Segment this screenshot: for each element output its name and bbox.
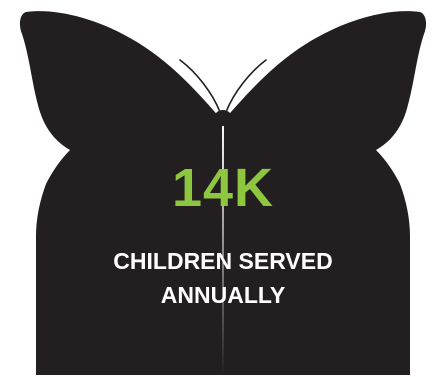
caption-line-1: CHILDREN SERVED xyxy=(113,248,333,274)
butterfly-head xyxy=(214,110,232,126)
caption-line-2: ANNUALLY xyxy=(160,282,286,308)
left-wing-shape xyxy=(19,11,224,375)
right-wing-shape xyxy=(223,11,427,375)
stat-caption: CHILDREN SERVED ANNUALLY xyxy=(0,244,446,312)
left-antenna xyxy=(179,59,221,113)
right-antenna xyxy=(225,59,267,113)
stat-value: 14K xyxy=(171,158,275,218)
